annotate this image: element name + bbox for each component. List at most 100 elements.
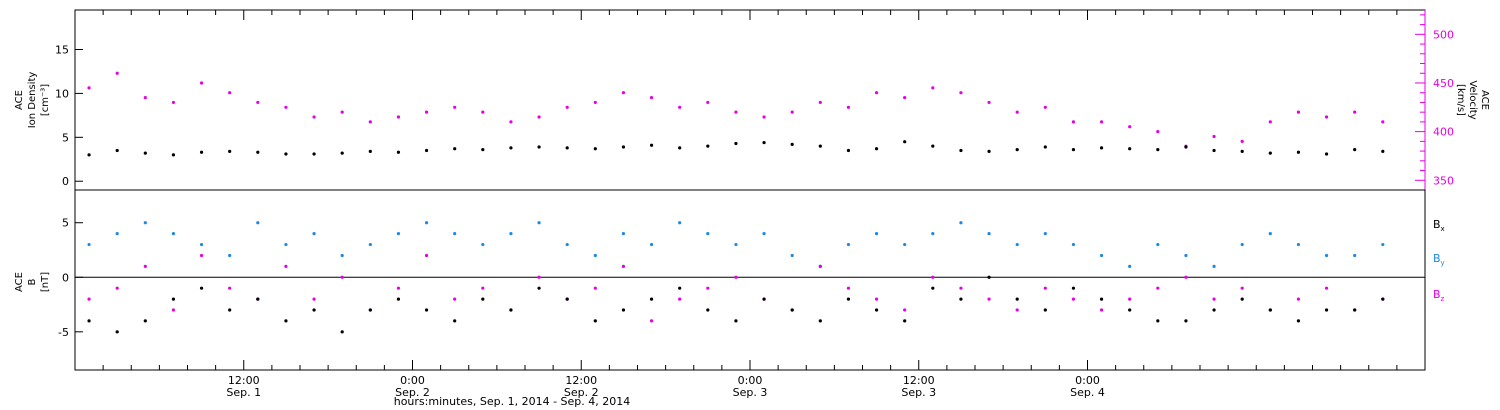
velocity-tick-label-400: 400: [1433, 126, 1454, 139]
bx-point-43: [1296, 319, 1301, 323]
density-point-8: [312, 152, 316, 156]
by-point-45: [1353, 253, 1357, 258]
x-date-label-1: Sep. 2: [395, 386, 430, 399]
density-point-17: [565, 146, 569, 150]
b-tick-label-0: 0: [62, 271, 69, 284]
by-point-2: [143, 221, 147, 225]
density-point-15: [509, 146, 513, 150]
density-point-36: [1099, 146, 1104, 150]
x-time-label-1: 0:00: [400, 374, 425, 387]
bz-point-7: [284, 264, 288, 268]
legend-bx-main: B: [1433, 218, 1441, 231]
velocity-point-8: [312, 115, 316, 119]
legend-bz: Bz: [1433, 288, 1445, 303]
bottom-left-axis: -5 0 5: [58, 217, 83, 339]
bz-point-39: [1184, 275, 1188, 279]
b-tick-label-5: 5: [62, 217, 69, 230]
density-point-40: [1212, 148, 1216, 153]
by-point-0: [87, 242, 91, 247]
velocity-point-26: [818, 100, 822, 105]
velocity-point-5: [228, 91, 232, 95]
density-point-7: [284, 152, 288, 156]
x-date-label-5: Sep. 4: [1070, 386, 1105, 399]
bz-point-34: [1043, 286, 1047, 290]
velocity-point-44: [1324, 115, 1329, 119]
by-point-46: [1381, 242, 1385, 247]
by-point-14: [481, 242, 485, 247]
x-date-label-2: Sep. 2: [564, 386, 599, 399]
bx-point-40: [1212, 308, 1216, 312]
bz-point-38: [1156, 286, 1160, 290]
density-point-32: [987, 149, 991, 153]
velocity-point-21: [678, 105, 682, 109]
velocity-point-20: [649, 95, 654, 100]
top-data-points: [87, 71, 1385, 157]
by-point-21: [678, 221, 682, 225]
density-point-1: [115, 148, 119, 153]
bz-point-11: [396, 286, 401, 290]
density-point-35: [1071, 148, 1076, 152]
density-point-38: [1156, 148, 1160, 152]
by-point-34: [1043, 232, 1047, 236]
by-point-29: [903, 242, 907, 247]
velocity-point-4: [199, 81, 204, 85]
by-point-4: [199, 242, 204, 247]
bx-point-0: [87, 319, 91, 323]
bx-point-15: [509, 308, 513, 312]
velocity-tick-label-350: 350: [1433, 174, 1454, 187]
by-point-9: [340, 253, 344, 258]
bx-point-35: [1071, 286, 1076, 290]
bx-point-39: [1184, 319, 1188, 323]
by-point-19: [621, 232, 626, 236]
x-date-label-3: Sep. 3: [733, 386, 768, 399]
by-point-24: [762, 232, 766, 236]
by-point-38: [1156, 242, 1160, 247]
bz-point-26: [818, 264, 822, 268]
velocity-point-31: [959, 91, 963, 95]
bz-point-33: [1015, 308, 1019, 312]
density-point-9: [340, 151, 344, 155]
velocity-point-24: [762, 115, 766, 119]
density-point-45: [1353, 148, 1357, 152]
by-point-44: [1324, 253, 1329, 258]
density-tick-label-5: 5: [62, 131, 69, 144]
velocity-point-15: [509, 120, 513, 124]
density-point-46: [1381, 149, 1385, 153]
x-time-label-2: 12:00: [565, 374, 597, 387]
bz-point-30: [931, 275, 935, 279]
by-point-37: [1128, 264, 1132, 268]
top-left-ylabel-line2: Ion Density: [27, 72, 38, 129]
density-point-22: [706, 144, 710, 148]
density-point-29: [903, 140, 907, 144]
bz-point-14: [481, 286, 485, 290]
bz-point-29: [903, 308, 907, 312]
velocity-point-11: [396, 115, 401, 119]
legend-bx-sub: x: [1441, 225, 1445, 233]
velocity-point-16: [537, 115, 541, 119]
density-point-14: [481, 148, 485, 152]
by-point-30: [931, 232, 935, 236]
bz-point-32: [987, 297, 991, 301]
velocity-point-28: [874, 91, 879, 95]
bx-point-27: [846, 297, 851, 301]
bz-point-12: [424, 253, 429, 258]
density-point-5: [228, 149, 232, 153]
density-point-27: [846, 148, 851, 153]
by-point-22: [706, 232, 710, 236]
velocity-tick-label-500: 500: [1433, 28, 1454, 41]
bx-point-16: [537, 286, 541, 290]
density-point-42: [1268, 151, 1272, 155]
velocity-point-3: [171, 100, 176, 105]
velocity-point-23: [734, 110, 738, 114]
velocity-point-9: [340, 110, 344, 114]
bottom-ylabel-line2: B: [27, 278, 38, 285]
bottom-ylabel-line3: [nT]: [40, 272, 51, 292]
density-point-12: [424, 148, 429, 153]
by-point-31: [959, 221, 963, 225]
by-point-36: [1099, 253, 1104, 258]
density-point-16: [537, 145, 541, 149]
velocity-point-22: [706, 100, 710, 105]
legend-by: By: [1433, 252, 1445, 267]
density-point-28: [874, 147, 879, 151]
